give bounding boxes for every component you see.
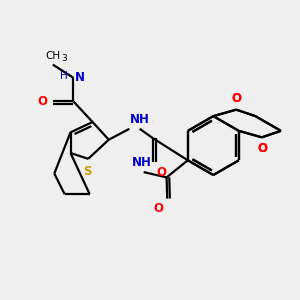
Text: CH: CH [45,51,60,61]
Text: O: O [232,92,242,105]
Text: NH: NH [130,113,150,126]
Text: S: S [83,165,92,178]
Text: O: O [257,142,267,155]
Text: O: O [232,92,242,105]
Text: O: O [257,142,267,155]
Text: 3: 3 [61,54,67,63]
Text: H: H [60,71,68,81]
Text: N: N [75,71,85,84]
Text: O: O [156,166,166,179]
Text: O: O [38,95,47,108]
Text: O: O [154,202,164,214]
Text: NH: NH [132,156,152,169]
